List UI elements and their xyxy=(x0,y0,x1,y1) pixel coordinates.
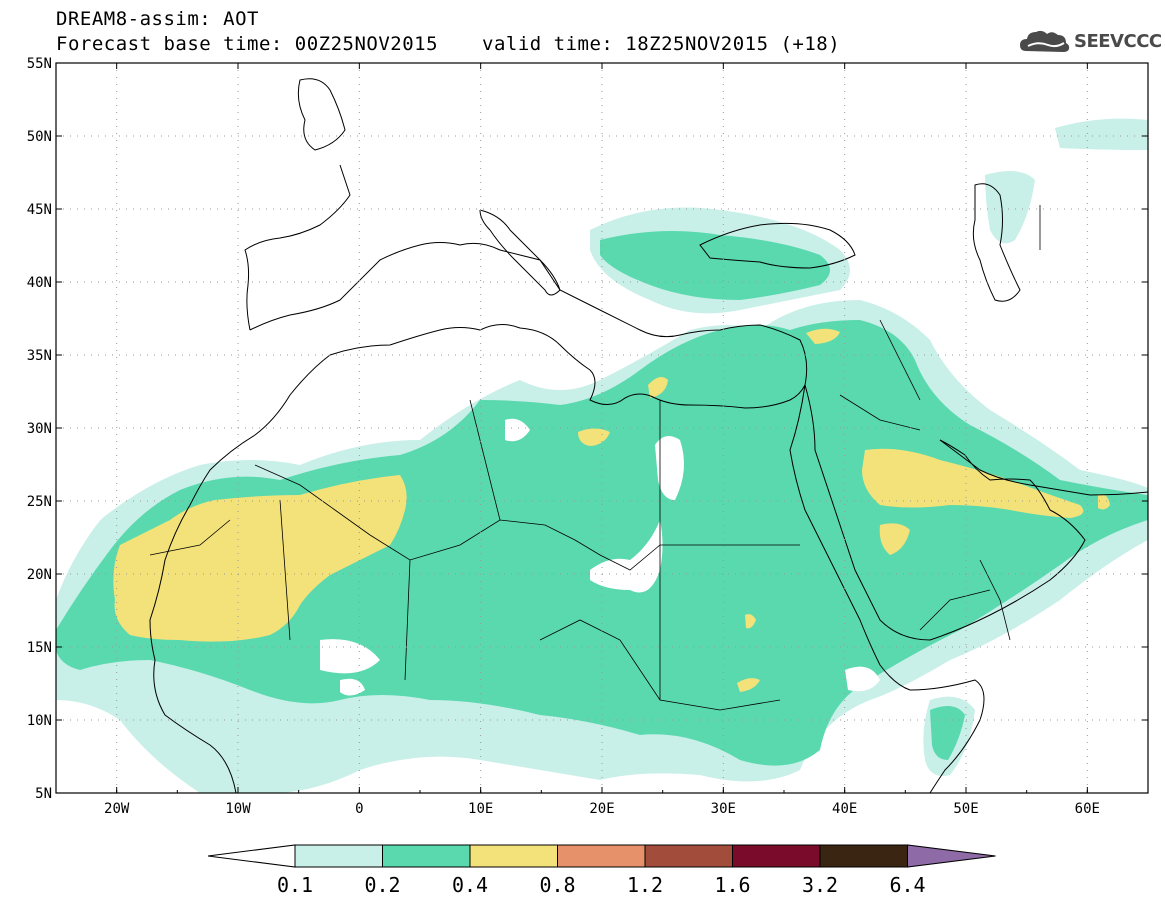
europe-coast xyxy=(249,242,808,386)
lat-label: 45N xyxy=(27,202,52,218)
colorbar-label: 1.6 xyxy=(714,873,750,897)
lat-label: 10N xyxy=(27,713,52,729)
uk-coast xyxy=(297,78,346,151)
colorbar-swatch xyxy=(469,844,558,868)
lon-label: 20W xyxy=(104,801,130,817)
colorbar-label: 0.2 xyxy=(364,873,400,897)
colorbar-labels: 0.1 0.2 0.4 0.8 1.2 1.6 3.2 6.4 xyxy=(277,873,926,897)
red-sea-coast xyxy=(789,384,985,793)
caspian-coast xyxy=(972,183,1021,302)
colorbar-label: 3.2 xyxy=(802,873,838,897)
lon-label: 10E xyxy=(468,801,493,817)
axis-ticks xyxy=(55,62,1149,794)
lon-label: 20E xyxy=(589,801,614,817)
iberia-coast xyxy=(244,164,351,331)
italy-coast xyxy=(479,209,561,296)
colorbar-swatch xyxy=(644,844,733,868)
arabia-coast xyxy=(804,384,1086,641)
latitude-labels: 5N 10N 15N 20N 25N 30N 35N 40N 45N 50N 55N xyxy=(27,56,52,802)
longitude-labels: 20W 10W 0 10E 20E 30E 40E 50E 60E xyxy=(104,801,1100,817)
lat-label: 35N xyxy=(27,348,52,364)
africa-coast xyxy=(149,324,806,793)
lat-label: 25N xyxy=(27,494,52,510)
lat-label: 55N xyxy=(27,56,52,72)
aot-class-0.4-0.8 xyxy=(113,328,1110,692)
map-title: DREAM8-assim: AOT xyxy=(56,8,259,30)
colorbar-under-arrow xyxy=(207,844,296,868)
colorbar-over-arrow xyxy=(907,844,996,868)
lat-label: 50N xyxy=(27,129,52,145)
colorbar xyxy=(207,844,996,868)
iran-coast xyxy=(939,439,1148,496)
lat-lon-grid xyxy=(56,63,1148,793)
colorbar-swatch xyxy=(382,844,471,868)
lon-label: 0 xyxy=(355,801,363,817)
black-sea-coast xyxy=(699,222,856,269)
colorbar-swatch xyxy=(732,844,821,868)
lon-label: 40E xyxy=(832,801,857,817)
colorbar-label: 1.2 xyxy=(627,873,663,897)
lon-label: 60E xyxy=(1075,801,1100,817)
colorbar-label: 6.4 xyxy=(889,873,925,897)
colorbar-label: 0.4 xyxy=(452,873,488,897)
colorbar-swatch xyxy=(557,844,646,868)
colorbar-label: 0.8 xyxy=(539,873,575,897)
coastlines xyxy=(149,78,1148,793)
lon-label: 50E xyxy=(953,801,978,817)
lat-label: 30N xyxy=(27,421,52,437)
logo-text: SEEVCCC xyxy=(1074,31,1162,52)
colorbar-label: 0.1 xyxy=(277,873,313,897)
cloud-icon xyxy=(1020,30,1070,52)
forecast-base-time: Forecast base time: 00Z25NOV2015 xyxy=(56,33,439,55)
seevccc-logo: SEEVCCC xyxy=(1018,27,1162,57)
valid-time: valid time: 18Z25NOV2015 (+18) xyxy=(482,33,841,55)
lon-label: 30E xyxy=(711,801,736,817)
lat-label: 15N xyxy=(27,640,52,656)
colorbar-swatch xyxy=(819,844,908,868)
lon-label: 10W xyxy=(225,801,251,817)
colorbar-swatch xyxy=(294,844,383,868)
lat-label: 5N xyxy=(35,786,52,802)
country-borders xyxy=(149,205,1041,711)
lat-label: 20N xyxy=(27,567,52,583)
lat-label: 40N xyxy=(27,275,52,291)
